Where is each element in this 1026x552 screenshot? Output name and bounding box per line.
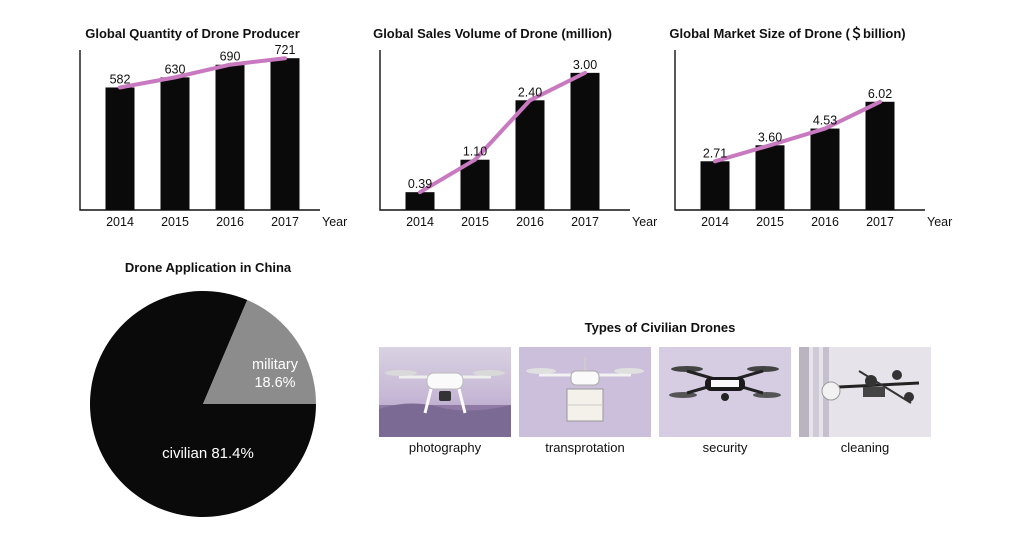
data-label: 6.02 bbox=[868, 87, 892, 101]
bar-chart-market-size: Global Market Size of Drone (＄billion) 20… bbox=[655, 20, 965, 240]
x-tick-label: 2014 bbox=[106, 215, 134, 229]
bar-chart-producers: Global Quantity of Drone Producer 2014 201… bbox=[60, 20, 360, 240]
chart-bar bbox=[405, 192, 435, 210]
data-label: 2.71 bbox=[703, 146, 727, 160]
chart-bar bbox=[460, 159, 490, 210]
drone-card-transportation: transprotation bbox=[519, 347, 651, 455]
chart-bar bbox=[215, 64, 245, 210]
chart-bar bbox=[515, 100, 545, 210]
drone-label-transportation: transprotation bbox=[545, 440, 625, 455]
chart-bar bbox=[270, 58, 300, 210]
x-tick-label: 2015 bbox=[756, 215, 784, 229]
x-tick-label: 2016 bbox=[516, 215, 544, 229]
chart-bar bbox=[810, 128, 840, 210]
x-tick-label: 2017 bbox=[866, 215, 894, 229]
x-tick-label: 2014 bbox=[406, 215, 434, 229]
data-label: 721 bbox=[275, 43, 296, 57]
x-tick-label: 2014 bbox=[701, 215, 729, 229]
data-label: 2.40 bbox=[518, 85, 542, 99]
pie-chart-application: Drone Application in China military 18.6% c… bbox=[70, 252, 360, 552]
chart-title: Global Sales Volume of Drone (million) bbox=[373, 26, 612, 41]
chart-title: Global Quantity of Drone Producer bbox=[85, 26, 300, 41]
x-tick-label: 2016 bbox=[811, 215, 839, 229]
data-label: 3.60 bbox=[758, 130, 782, 144]
x-axis-label: Year bbox=[322, 215, 347, 229]
chart-bar bbox=[755, 145, 785, 210]
pie-title: Drone Application in China bbox=[125, 260, 292, 275]
data-label: 0.39 bbox=[408, 177, 432, 191]
chart-bar bbox=[700, 161, 730, 210]
chart-bar bbox=[160, 77, 190, 210]
photography-drone-icon bbox=[379, 347, 511, 437]
pie-chart-application-svg: Drone Application in China military 18.6% c… bbox=[90, 260, 317, 517]
data-label: 3.00 bbox=[573, 58, 597, 72]
chart-axis bbox=[674, 50, 925, 211]
bar-chart-market-size-svg: Global Market Size of Drone (＄billion) 20… bbox=[669, 26, 952, 229]
data-label: 4.53 bbox=[813, 114, 837, 128]
chart-axis bbox=[379, 50, 630, 211]
trend-line bbox=[713, 99, 882, 164]
drone-card-photography: photography bbox=[379, 347, 511, 455]
pie-label-military-value: 18.6% bbox=[254, 375, 295, 391]
pie-label-civilian: civilian 81.4% bbox=[162, 445, 254, 462]
trend-line bbox=[418, 70, 587, 195]
bar-chart-producers-svg: Global Quantity of Drone Producer 2014 201… bbox=[79, 26, 347, 229]
chart-bar bbox=[105, 87, 135, 210]
drone-card-cleaning: cleaning bbox=[799, 347, 931, 455]
data-label: 690 bbox=[220, 50, 241, 64]
drone-label-security: security bbox=[702, 440, 748, 455]
x-tick-label: 2016 bbox=[216, 215, 244, 229]
delivery-drone-icon bbox=[519, 347, 651, 437]
data-label: 1.10 bbox=[463, 145, 487, 159]
chart-title: Global Market Size of Drone (＄billion) bbox=[669, 26, 905, 41]
x-tick-label: 2015 bbox=[461, 215, 489, 229]
cleaning-drone-icon bbox=[799, 347, 931, 437]
bar-chart-sales-volume: Global Sales Volume of Drone (million) 20… bbox=[360, 20, 670, 240]
data-label: 582 bbox=[110, 72, 131, 86]
chart-bar bbox=[570, 72, 600, 210]
trend-line bbox=[118, 56, 287, 90]
x-axis-label: Year bbox=[632, 215, 657, 229]
police-drone-icon bbox=[659, 347, 791, 437]
x-tick-label: 2017 bbox=[571, 215, 599, 229]
chart-bar bbox=[865, 101, 895, 210]
pie-label-military-name: military bbox=[252, 357, 299, 373]
civilian-types-title: Types of Civilian Drones bbox=[584, 320, 736, 335]
drone-label-photography: photography bbox=[408, 440, 482, 455]
drone-label-cleaning: cleaning bbox=[840, 440, 890, 455]
x-axis-label: Year bbox=[927, 215, 952, 229]
x-tick-label: 2017 bbox=[271, 215, 299, 229]
bar-chart-sales-volume-svg: Global Sales Volume of Drone (million) 20… bbox=[373, 26, 657, 229]
drone-card-security: security bbox=[659, 347, 791, 455]
x-tick-label: 2015 bbox=[161, 215, 189, 229]
data-label: 630 bbox=[165, 62, 186, 76]
pie-slice-military bbox=[203, 300, 316, 404]
